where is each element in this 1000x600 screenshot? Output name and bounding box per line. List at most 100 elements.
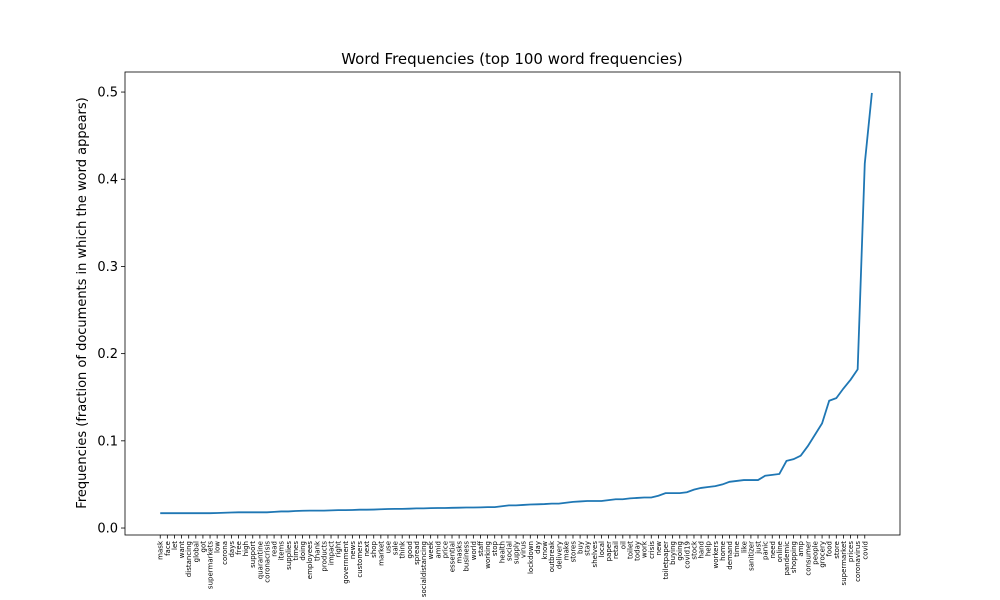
x-tick-label: next <box>363 541 371 557</box>
x-tick-label: times <box>292 541 300 561</box>
y-tick-label: 0.1 <box>97 434 118 449</box>
x-tick-label: masks <box>456 541 464 564</box>
x-tick-label: shopping <box>790 541 798 573</box>
x-tick-label: staff <box>477 541 485 557</box>
x-tick-label: oil <box>619 541 627 549</box>
x-tick-label: toiletpaper <box>662 541 670 579</box>
x-tick-label: delivery <box>555 541 563 569</box>
x-tick-label: health <box>498 541 506 563</box>
x-tick-label: items <box>278 541 286 561</box>
x-tick-label: need <box>769 541 777 559</box>
x-tick-label: spread <box>413 541 421 565</box>
x-tick-label: stock <box>690 540 698 560</box>
x-tick-label: like <box>740 541 748 553</box>
x-tick-label: hand <box>698 541 706 559</box>
x-tick-label: employees <box>306 541 314 580</box>
plot-frame <box>124 71 901 536</box>
x-tick-label: time <box>733 541 741 557</box>
x-tick-label: stop <box>491 540 499 556</box>
x-tick-label: news <box>349 541 357 559</box>
x-tick-label: consumer <box>804 541 812 576</box>
x-tick-label: sanitizer <box>747 541 755 571</box>
x-tick-label: just <box>755 541 763 555</box>
line-series <box>160 92 873 515</box>
x-tick-label: pandemic <box>783 541 791 576</box>
x-tick-label: let <box>171 541 179 550</box>
x-tick-label: retail <box>612 541 620 559</box>
x-tick-label: customers <box>356 541 364 578</box>
x-tick-label: quarantine <box>256 541 264 579</box>
x-tick-label: support <box>249 541 257 568</box>
x-tick-label: supermarket <box>840 541 848 586</box>
x-tick-label: week <box>427 540 435 559</box>
x-tick-label: products <box>320 541 328 572</box>
x-tick-label: buy <box>577 541 585 554</box>
y-tick-label: 0.0 <box>97 522 118 537</box>
x-tick-label: supply <box>513 541 521 564</box>
x-tick-label: day <box>534 541 542 554</box>
x-tick-label: essential <box>449 541 457 572</box>
x-tick-label: work <box>641 540 649 558</box>
x-tick-label: store <box>833 541 841 559</box>
x-tick-label: supplies <box>285 541 293 570</box>
y-tick-label: 0.2 <box>97 347 118 362</box>
x-tick-label: home <box>719 541 727 561</box>
x-tick-label: corona <box>221 541 229 565</box>
y-tick-label: 0.3 <box>97 260 118 275</box>
x-tick-label: working <box>484 541 492 569</box>
x-tick-label: paper <box>605 541 613 561</box>
x-tick-label: toilet <box>626 541 634 559</box>
x-tick-label: face <box>164 541 172 556</box>
x-tick-label: stay <box>584 541 592 556</box>
x-tick-label: business <box>463 541 471 572</box>
x-tick-label: supermarkets <box>207 541 215 589</box>
x-tick-label: coronavirus <box>854 541 862 582</box>
x-tick-label: outbreak <box>548 540 556 572</box>
x-tick-label: sale <box>392 541 400 555</box>
x-tick-label: shelves <box>591 541 599 568</box>
x-tick-label: read <box>271 541 279 557</box>
x-tick-label: demand <box>726 541 734 570</box>
x-tick-label: today <box>634 541 642 561</box>
x-tick-label: global <box>192 541 200 562</box>
x-tick-label: covid <box>861 541 869 560</box>
x-tick-label: use <box>384 541 392 553</box>
x-tick-label: got <box>199 541 207 553</box>
chart-title: Word Frequencies (top 100 word frequenci… <box>341 50 683 68</box>
x-tick-label: people <box>811 541 819 565</box>
y-axis-label: Frequencies (fraction of documents in wh… <box>75 97 90 508</box>
x-tick-label: online <box>776 541 784 562</box>
x-tick-label: high <box>242 541 250 556</box>
y-tick-label: 0.4 <box>97 173 118 188</box>
x-tick-label: panic <box>762 541 770 560</box>
x-tick-label: food <box>826 541 834 556</box>
x-tick-label: amid <box>434 541 442 559</box>
x-tick-label: think <box>399 540 407 559</box>
x-tick-label: good <box>406 541 414 558</box>
x-tick-label: mask <box>157 540 165 560</box>
x-tick-label: social <box>505 541 513 561</box>
y-tick-label: 0.5 <box>97 86 118 101</box>
x-tick-label: prices <box>847 541 855 562</box>
x-tick-label: market <box>377 541 385 566</box>
x-tick-label: low <box>214 541 222 553</box>
x-tick-label: crisis <box>648 541 656 559</box>
x-tick-label: lockdown <box>527 541 535 574</box>
x-tick-label: want <box>178 541 186 558</box>
x-tick-label: make <box>562 541 570 560</box>
x-tick-label: stores <box>569 541 577 563</box>
x-tick-label: buying <box>669 541 677 565</box>
x-tick-label: grocery <box>819 541 827 568</box>
x-tick-label: days <box>228 541 236 558</box>
x-tick-label: going <box>676 541 684 561</box>
x-tick-label: world <box>470 541 478 560</box>
x-tick-label: amp <box>797 540 805 556</box>
x-tick-label: free <box>235 541 243 555</box>
x-tick-label: distancing <box>185 541 193 577</box>
x-tick-label: virus <box>520 541 528 558</box>
x-tick-label: government <box>342 541 350 584</box>
x-tick-label: impact <box>328 541 336 565</box>
x-tick-label: help <box>705 540 713 556</box>
x-tick-label: socialdistancing <box>420 541 428 597</box>
